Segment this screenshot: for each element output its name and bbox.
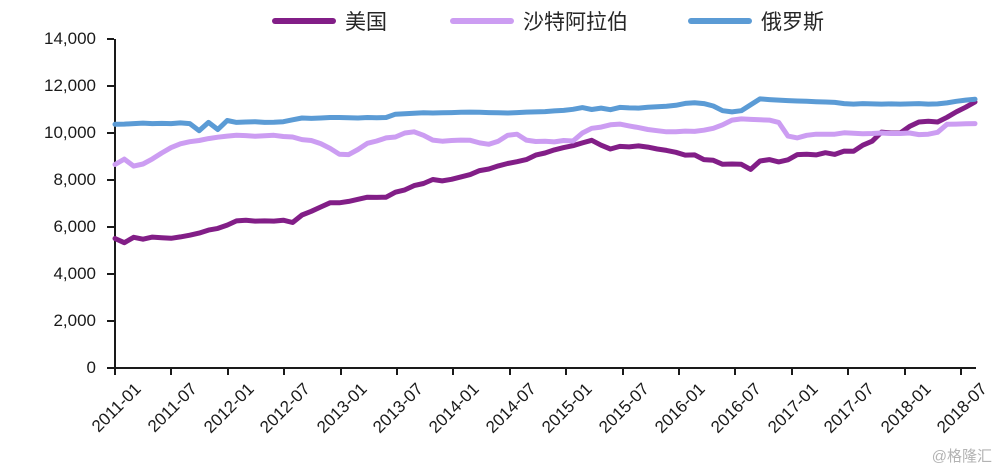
y-tick [107,179,114,181]
saudi-line-swatch [450,18,514,24]
legend-label-us: 美国 [345,11,387,34]
legend-label-russia: 俄罗斯 [761,11,824,34]
x-tick [960,368,962,375]
x-tick [565,368,568,375]
us-line [112,99,978,246]
y-axis-label: 8,000 [53,170,96,189]
y-axis-label: 0 [86,358,96,377]
y-axis-label: 2,000 [53,311,96,330]
x-tick [903,368,906,375]
russia-line [112,96,978,134]
x-tick [226,368,229,375]
y-axis-label: 10,000 [44,123,96,142]
legend-item-saudi: 沙特阿拉伯 [450,8,628,34]
x-tick [621,368,624,375]
y-axis-label: 14,000 [44,29,96,48]
x-tick [114,368,116,375]
x-tick [508,368,511,375]
y-tick [107,85,114,87]
y-tick [107,273,114,275]
y-axis-label: 4,000 [53,264,96,283]
y-tick [107,367,114,369]
y-tick [107,320,114,322]
us-line-swatch [272,18,336,24]
y-axis-line [114,39,116,369]
x-tick [170,368,173,375]
y-tick [107,226,114,228]
x-tick [678,368,680,375]
russia-line-swatch [688,18,752,24]
x-tick [790,368,793,375]
saudi-line [112,116,978,169]
y-tick [107,38,114,40]
x-tick [452,368,455,375]
x-tick [283,368,286,375]
y-axis-label: 6,000 [53,217,96,236]
watermark: @格隆汇 [931,448,992,465]
x-tick [734,368,737,375]
series-lines [112,96,978,246]
y-tick [107,132,114,134]
x-tick [339,368,342,375]
y-axis-label: 12,000 [44,76,96,95]
x-axis-line [114,367,976,369]
legend-item-us: 美国 [272,8,387,34]
x-tick [396,368,398,375]
legend-item-russia: 俄罗斯 [688,8,824,34]
x-tick [847,368,850,375]
legend-label-saudi: 沙特阿拉伯 [523,11,628,34]
